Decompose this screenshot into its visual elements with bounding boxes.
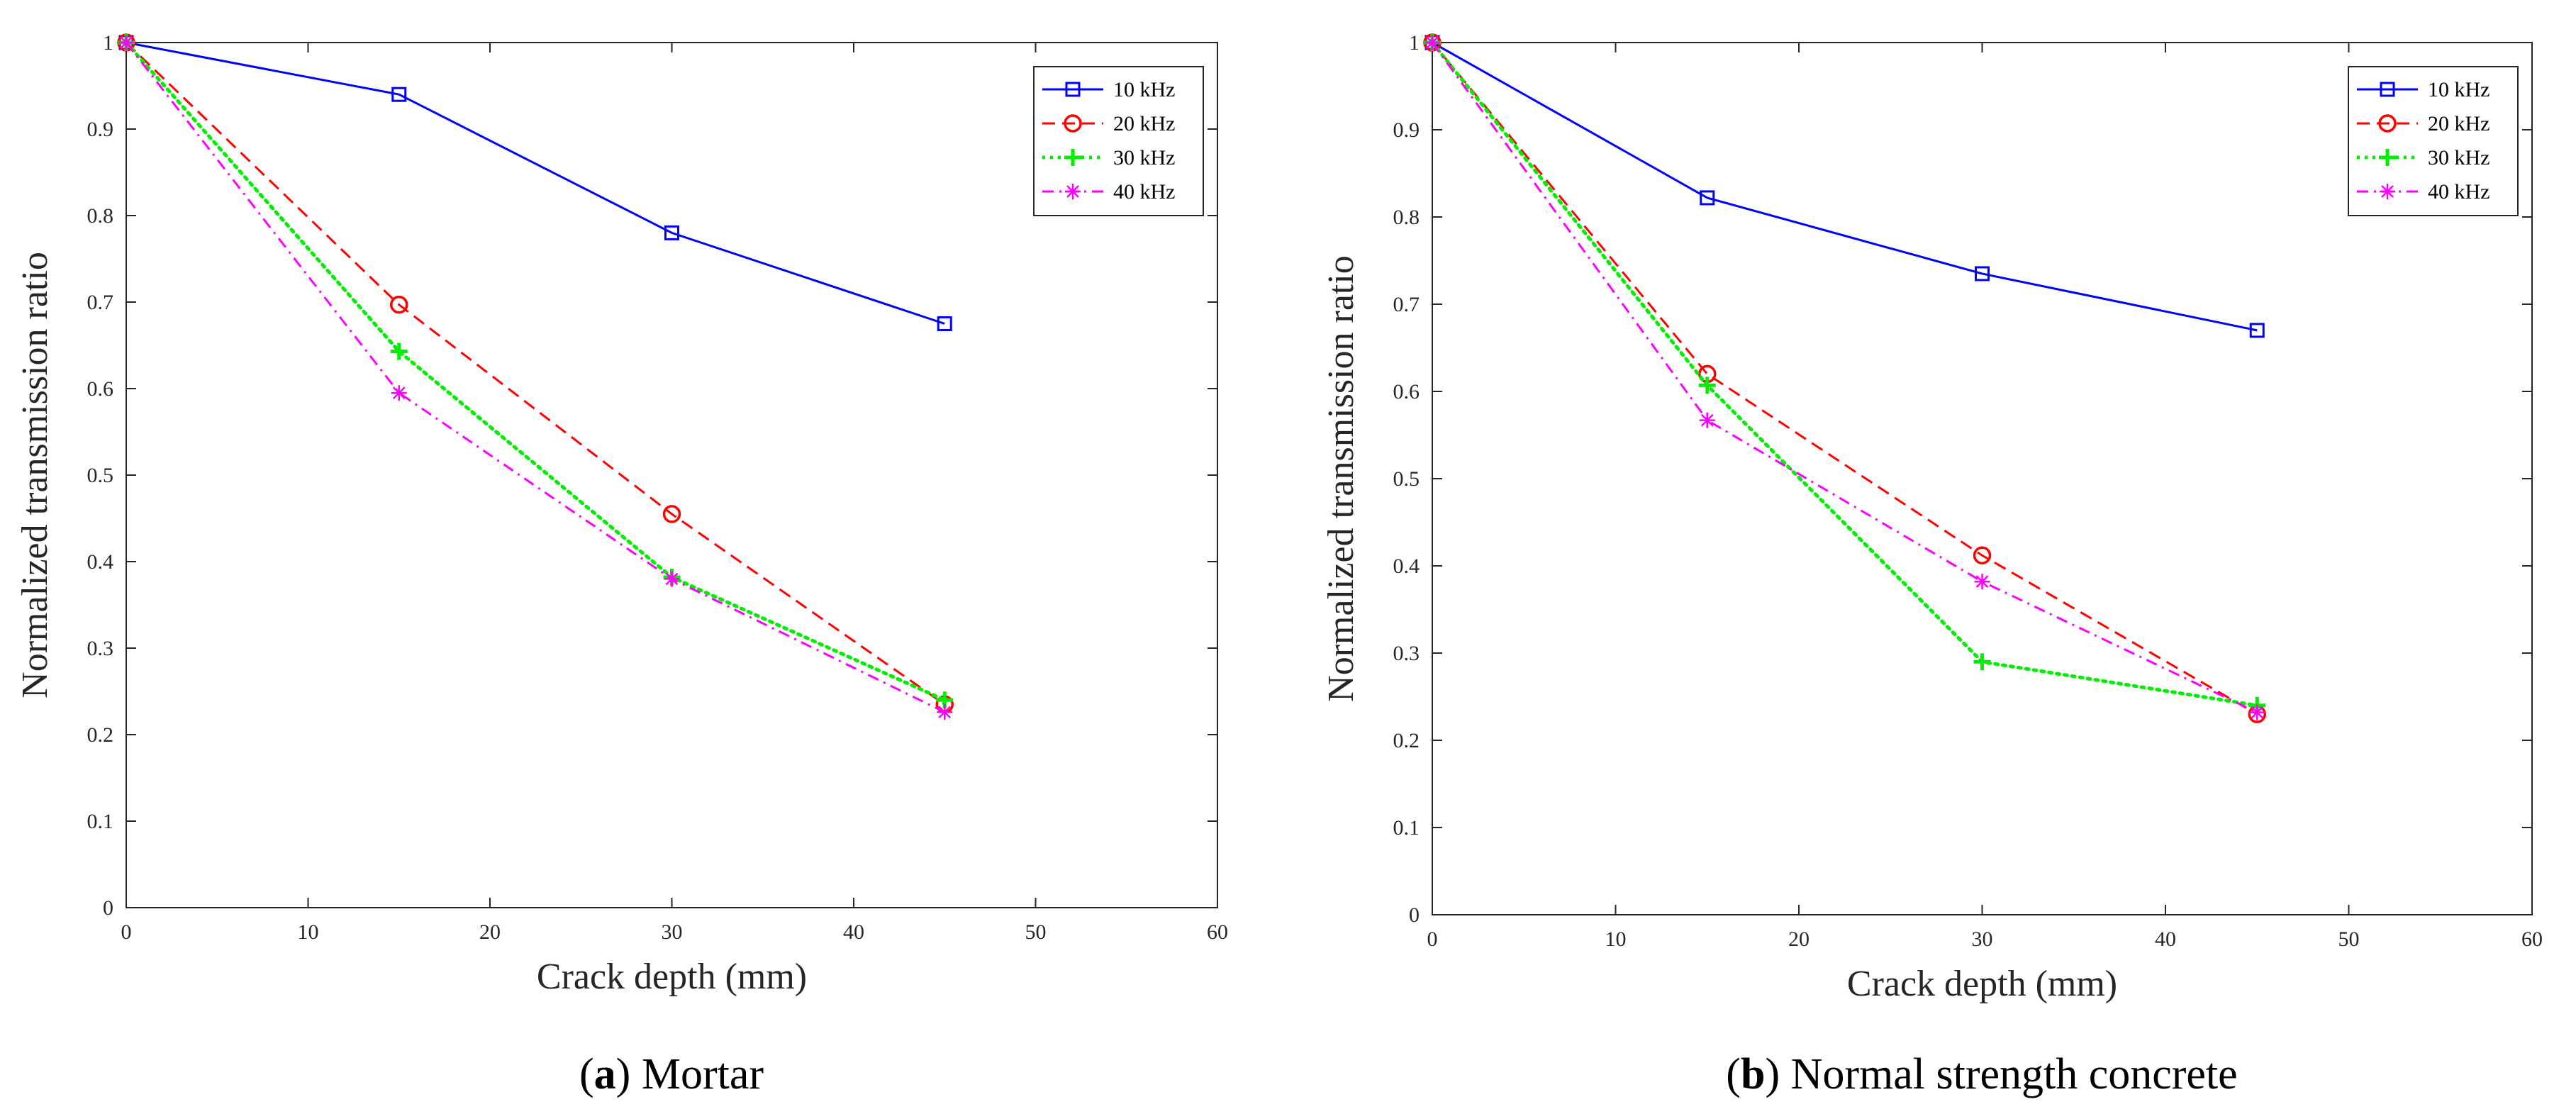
y-tick-label: 0.3 xyxy=(1393,642,1420,665)
y-tick-label: 0.2 xyxy=(1393,729,1420,752)
x-tick-label: 40 xyxy=(2155,928,2176,951)
legend-label-40-khz: 40 kHz xyxy=(2428,180,2489,204)
legend-marker-10-khz xyxy=(1065,82,1081,97)
legend-label-20-khz: 20 kHz xyxy=(1113,112,1175,135)
y-tick-label: 0.1 xyxy=(87,810,114,833)
panel-a-mortar: 0 10 20 30 40 50 60 0 0.1 0.2 0.3 0.4 0.5 0.6 0.7 0.8 0.… xyxy=(15,31,1228,1098)
x-tick-label: 30 xyxy=(1972,928,1993,951)
legend-marker-30-khz xyxy=(2379,149,2396,166)
data-point-10-khz xyxy=(937,316,952,331)
data-point-10-khz xyxy=(1975,266,1990,282)
x-tick-label: 0 xyxy=(1427,928,1438,951)
panel-b-normal-strength-concrete: 0 10 20 30 40 50 60 0 0.1 0.2 0.3 0.4 0.5 0.6 0.7 0.8 0.… xyxy=(1321,31,2543,1098)
caption-letter: a xyxy=(594,1050,616,1098)
y-tick-label: 0 xyxy=(1409,903,1420,927)
x-tick-label: 50 xyxy=(2338,928,2360,951)
y-axis-label: Normalized transmission ratio xyxy=(15,252,55,698)
legend-label-30-khz: 30 kHz xyxy=(1113,146,1175,169)
x-tick-label: 60 xyxy=(2521,928,2543,951)
figure-caption: (a) Mortar xyxy=(579,1050,764,1098)
legend-marker-40-khz xyxy=(1065,184,1081,199)
y-tick-label: 0.4 xyxy=(1393,555,1420,578)
data-point-40-khz xyxy=(118,35,134,50)
y-tick-label: 0.5 xyxy=(87,464,114,487)
data-point-10-khz xyxy=(2249,323,2265,338)
data-point-10-khz xyxy=(1700,190,1715,206)
legend-label-20-khz: 20 kHz xyxy=(2428,112,2489,135)
y-tick-label: 0.8 xyxy=(87,204,114,228)
caption-letter: b xyxy=(1741,1050,1765,1098)
data-point-30-khz xyxy=(1698,377,1716,394)
data-point-10-khz xyxy=(391,87,407,102)
caption-open-paren: ( xyxy=(579,1050,594,1098)
data-point-10-khz xyxy=(664,225,679,240)
caption-close-paren: ) xyxy=(616,1050,631,1098)
x-tick-label: 20 xyxy=(479,920,501,944)
series-line-20-khz xyxy=(1431,42,2258,715)
data-point-40-khz xyxy=(1424,35,1440,50)
series-line-40-khz xyxy=(1431,42,2258,713)
data-point-20-khz xyxy=(1973,546,1992,564)
y-tick-label: 0.5 xyxy=(1393,467,1420,491)
series-line-10-khz xyxy=(126,41,945,325)
x-tick-label: 20 xyxy=(1788,928,1810,951)
data-point-40-khz xyxy=(391,385,407,401)
x-tick-label: 10 xyxy=(1605,928,1627,951)
series-line-30-khz xyxy=(124,40,947,702)
x-axis-label: Crack depth (mm) xyxy=(537,957,807,997)
series-line-10-khz xyxy=(1432,41,2258,332)
legend-marker-10-khz xyxy=(2380,82,2395,97)
y-tick-label: 0.8 xyxy=(1393,206,1420,229)
data-point-20-khz xyxy=(390,295,408,314)
y-tick-label: 0 xyxy=(103,896,113,920)
data-point-40-khz xyxy=(2249,704,2265,720)
series-line-20-khz xyxy=(125,41,946,706)
data-point-40-khz xyxy=(664,571,680,587)
figure-caption: (b) Normal strength concrete xyxy=(1726,1050,2237,1098)
legend-box xyxy=(1033,66,1204,216)
legend-marker-20-khz xyxy=(1064,114,1082,133)
y-tick-label: 0.3 xyxy=(87,637,114,660)
x-axis-label: Crack depth (mm) xyxy=(1847,964,2117,1004)
y-tick-label: 0.4 xyxy=(87,550,114,574)
legend-marker-40-khz xyxy=(2380,184,2395,199)
data-point-20-khz xyxy=(662,505,681,523)
caption-open-paren: ( xyxy=(1726,1050,1741,1098)
x-tick-label: 60 xyxy=(1207,920,1228,944)
data-point-40-khz xyxy=(1974,574,1990,590)
y-tick-label: 0.6 xyxy=(87,377,114,401)
data-point-30-khz xyxy=(1973,653,1991,671)
y-axis-label: Normalized transmission ratio xyxy=(1321,255,1361,702)
legend-box xyxy=(2348,66,2519,216)
caption-text: Normal strength concrete xyxy=(1780,1050,2238,1098)
legend-label-10-khz: 10 kHz xyxy=(2428,78,2489,101)
y-tick-label: 0.2 xyxy=(87,723,114,747)
x-tick-label: 30 xyxy=(662,920,683,944)
series-line-40-khz xyxy=(125,42,945,713)
x-tick-label: 0 xyxy=(121,920,132,944)
y-tick-label: 0.1 xyxy=(1393,816,1420,840)
x-tick-label: 40 xyxy=(843,920,864,944)
x-tick-label: 10 xyxy=(298,920,319,944)
y-tick-label: 0.7 xyxy=(87,291,114,314)
y-tick-label: 0.9 xyxy=(1393,118,1420,142)
x-tick-label: 50 xyxy=(1025,920,1047,944)
caption-text: Mortar xyxy=(630,1050,764,1098)
legend-marker-20-khz xyxy=(2378,114,2397,133)
legend-label-10-khz: 10 kHz xyxy=(1113,78,1175,101)
y-tick-label: 0.7 xyxy=(1393,293,1420,316)
y-tick-label: 1 xyxy=(103,31,113,55)
y-tick-label: 0.9 xyxy=(87,118,114,141)
data-point-40-khz xyxy=(937,704,953,720)
y-tick-label: 1 xyxy=(1409,31,1420,55)
legend-marker-30-khz xyxy=(1064,149,1081,166)
caption-close-paren: ) xyxy=(1765,1050,1780,1098)
data-point-30-khz xyxy=(390,342,408,360)
legend-label-30-khz: 30 kHz xyxy=(2428,146,2489,169)
data-point-40-khz xyxy=(1699,412,1715,428)
y-tick-label: 0.6 xyxy=(1393,380,1420,403)
series-line-30-khz xyxy=(1430,40,2259,708)
legend-label-40-khz: 40 kHz xyxy=(1113,180,1175,204)
